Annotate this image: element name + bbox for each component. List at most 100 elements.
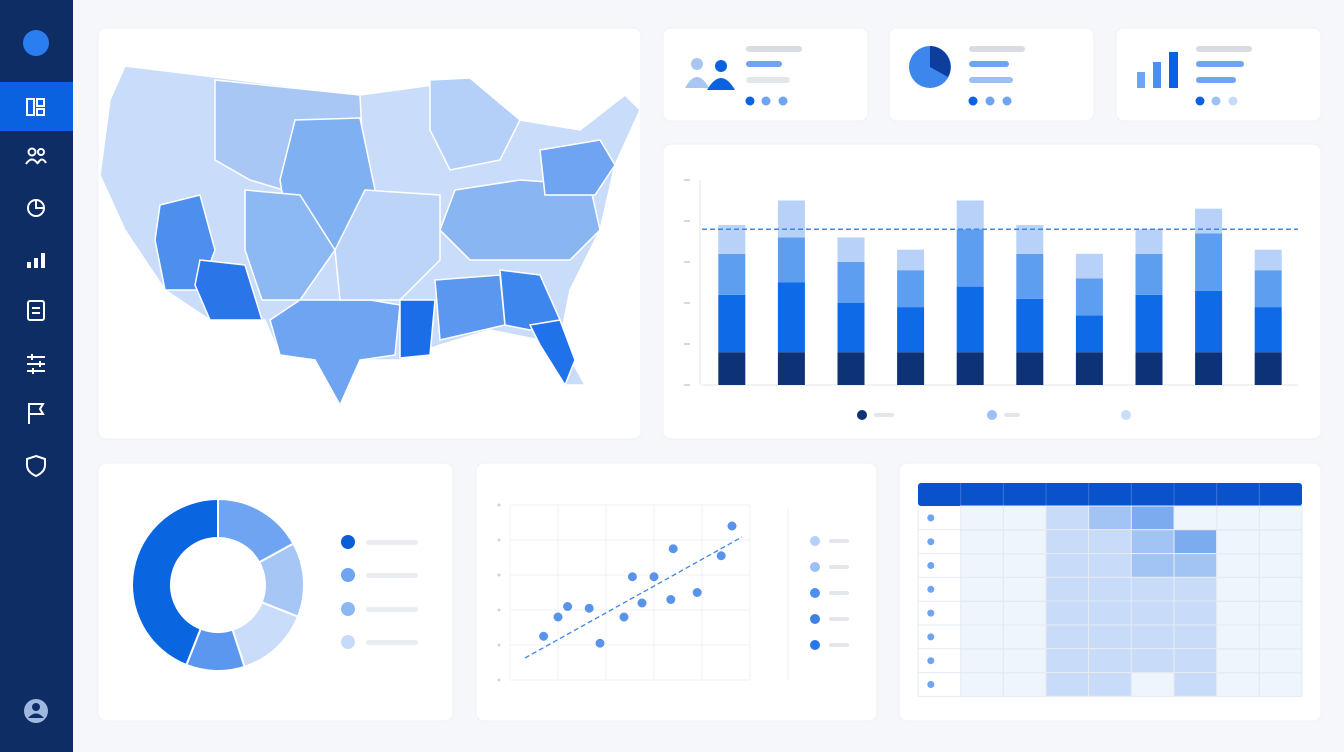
heat-cell: [1088, 600, 1132, 626]
heat-cell: [1258, 600, 1303, 626]
bar-segment: [1254, 249, 1282, 271]
heat-cell: [1258, 576, 1303, 602]
bar-segment: [1016, 298, 1044, 353]
icon: [691, 58, 703, 70]
row-marker: [927, 562, 935, 569]
bar-segment: [956, 286, 984, 353]
row-marker: [927, 681, 935, 688]
nav-report-b: [32, 307, 40, 314]
nav-dashboard[interactable]: [26, 98, 35, 116]
bar-segment: [1016, 253, 1044, 299]
placeholder: [829, 539, 849, 543]
heat-cell: [960, 529, 1004, 555]
donut-legend: [341, 535, 418, 649]
placeholder: [969, 46, 1025, 52]
bar-segment: [777, 200, 805, 238]
nav-report[interactable]: [27, 300, 45, 321]
bar-segment: [956, 352, 984, 385]
scatter-point: [727, 521, 737, 531]
heat-cell: [1130, 672, 1175, 697]
bar-segment: [897, 270, 925, 308]
nav-security[interactable]: [26, 454, 46, 478]
user-avatar-head: [32, 703, 40, 711]
map-region: [334, 189, 441, 301]
heat-cell: [1130, 576, 1175, 602]
heat-cell: [1173, 624, 1218, 650]
bar-segment: [1135, 352, 1163, 385]
heat-cell: [1216, 529, 1260, 555]
heat-cell: [1002, 529, 1047, 555]
us-map: [99, 65, 641, 407]
heat-cell: [1173, 505, 1218, 531]
table-card: [898, 462, 1322, 722]
scatter-point: [553, 612, 563, 622]
bar-segment: [1254, 270, 1282, 308]
bar-segment: [1135, 294, 1163, 353]
scatter-card: [475, 462, 878, 722]
heat-cell: [1216, 648, 1260, 674]
y-tick: [497, 538, 501, 542]
heat-cell: [960, 505, 1004, 531]
icon: [1169, 52, 1178, 88]
map-region: [528, 319, 576, 387]
heat-cell: [1258, 505, 1303, 531]
map-region: [429, 77, 521, 171]
logo[interactable]: [23, 30, 49, 56]
placeholder: [969, 61, 1009, 67]
legend-dot: [341, 568, 355, 582]
nav-dashboard-b: [36, 98, 45, 107]
legend-dot: [810, 614, 820, 624]
bar-segment: [897, 352, 925, 385]
bar-segment: [718, 253, 746, 295]
heat-cell: [960, 648, 1004, 674]
legend-dot: [810, 588, 820, 598]
nav-flag[interactable]: [28, 403, 45, 424]
bar-segment: [1135, 229, 1163, 254]
heat-cell: [960, 624, 1004, 650]
heat-cell: [1045, 576, 1090, 602]
icon: [930, 46, 951, 77]
heat-cell: [1045, 553, 1090, 578]
heat-cell: [1002, 672, 1047, 697]
scatter-point: [539, 631, 549, 641]
heat-cell: [1002, 553, 1047, 578]
heat-cell: [960, 600, 1004, 626]
table-header: [918, 483, 1302, 506]
bar-segment: [837, 352, 865, 385]
placeholder: [1196, 77, 1236, 83]
map-region: [269, 299, 401, 407]
icon: [685, 77, 709, 88]
placeholder: [969, 77, 1013, 83]
dot: [1195, 96, 1205, 106]
map-region: [439, 179, 601, 261]
map-region: [539, 139, 616, 196]
heat-cell: [1130, 648, 1175, 674]
placeholder: [829, 617, 849, 621]
legend-dot: [857, 410, 867, 420]
heat-cell: [1216, 624, 1260, 650]
heat-cell: [1216, 600, 1260, 626]
heat-cell: [1130, 600, 1175, 626]
row-marker: [927, 633, 935, 641]
scatter-legend: [787, 508, 849, 680]
nav-bars[interactable]: [27, 253, 45, 268]
heat-cell: [1088, 624, 1132, 650]
bar-segment: [718, 352, 746, 385]
bar-card: [662, 143, 1322, 440]
heat-cell: [1130, 505, 1175, 531]
bar-segment: [837, 303, 865, 353]
dot: [985, 96, 995, 106]
heat-cell: [1258, 648, 1303, 674]
nav-settings[interactable]: [27, 354, 45, 374]
dot: [778, 96, 788, 106]
bar-segment: [1254, 352, 1282, 385]
legend-dot: [810, 640, 820, 650]
heat-cell: [1173, 576, 1218, 602]
heat-cell: [960, 553, 1004, 578]
bar-segment: [837, 237, 865, 262]
heat-cell: [1173, 529, 1218, 555]
placeholder: [1004, 413, 1020, 417]
kpi-users: [685, 46, 802, 106]
nav-users[interactable]: [27, 147, 37, 157]
